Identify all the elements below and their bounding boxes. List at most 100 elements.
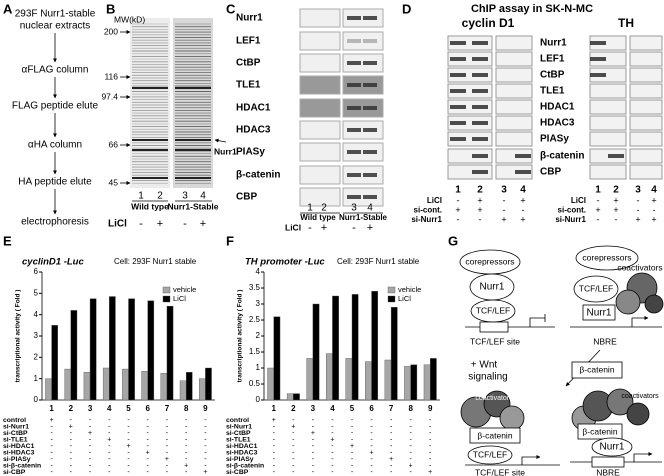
sign: -	[166, 430, 169, 437]
sign: +	[157, 218, 163, 230]
sign: +	[126, 443, 130, 450]
sign: -	[108, 469, 111, 476]
blot-band	[347, 106, 361, 110]
blot-band	[472, 137, 488, 141]
sign: -	[273, 443, 276, 450]
label: corepressors	[465, 256, 514, 266]
sign: -	[147, 423, 150, 430]
protein-label: TLE1	[236, 80, 261, 91]
bar	[423, 364, 431, 401]
sign: +	[165, 456, 169, 463]
beta-catenin-shape	[469, 427, 521, 444]
sign: -	[185, 456, 188, 463]
step-text: FLAG peptide elute	[12, 101, 99, 112]
sign: +	[311, 430, 315, 437]
sign: +	[389, 456, 393, 463]
condition-label: si-Nurr1	[411, 215, 442, 224]
gel	[173, 18, 213, 188]
blot	[299, 120, 341, 140]
y-axis-label: transcriptional activity ( Fold )	[237, 290, 244, 383]
protein-label: CtBP	[540, 70, 565, 81]
x-tick-label: 6	[369, 404, 374, 413]
blot	[299, 142, 341, 162]
sign: -	[390, 436, 393, 443]
sign: -	[292, 417, 295, 424]
lane-label: 4	[200, 191, 206, 202]
bar	[147, 300, 155, 401]
sign: -	[351, 462, 354, 469]
label: TCF/LEF site	[470, 336, 520, 346]
block-title: cyclin D1	[462, 16, 515, 30]
blot	[629, 51, 663, 67]
sign: +	[69, 423, 73, 430]
sign: -	[331, 456, 334, 463]
blot	[629, 67, 663, 83]
sign: -	[409, 449, 412, 456]
sign: -	[312, 443, 315, 450]
site-box	[591, 456, 625, 468]
bar	[267, 367, 274, 401]
blot-band	[450, 105, 466, 109]
x-tick-label: 5	[350, 404, 355, 413]
transcription-arrow	[521, 455, 541, 465]
bar	[410, 364, 418, 401]
blot-band	[472, 89, 488, 93]
protein-label: HDAC3	[236, 125, 271, 136]
sign: -	[653, 205, 656, 215]
sign: -	[429, 456, 432, 463]
sign: -	[50, 456, 53, 463]
sign: -	[292, 469, 295, 476]
nurr1-shape	[591, 437, 633, 457]
y-tick-label: 3	[256, 299, 261, 308]
blot	[447, 164, 493, 180]
legend-label: LiCl	[173, 294, 186, 303]
x-tick-label: 9	[203, 404, 208, 413]
step-text: HA peptide elute	[18, 177, 92, 188]
source-text: 293F Nurr1-stable	[15, 9, 96, 20]
sign: -	[409, 469, 412, 476]
bar	[64, 368, 72, 401]
condition-label: si-TLE1	[3, 436, 28, 443]
sign: +	[370, 449, 374, 456]
sign: -	[312, 449, 315, 456]
sign: -	[390, 423, 393, 430]
bar	[345, 358, 353, 401]
sign: -	[70, 469, 73, 476]
bar	[351, 294, 359, 401]
blot-band	[450, 121, 466, 125]
bar	[371, 291, 379, 401]
blot-band	[515, 154, 531, 158]
blot	[447, 115, 493, 131]
sign: +	[651, 195, 656, 205]
sign: -	[50, 462, 53, 469]
y-tick-label: 2	[256, 331, 261, 340]
sign: -	[50, 449, 53, 456]
sign: -	[273, 462, 276, 469]
bar	[166, 305, 174, 401]
tcf-shape	[573, 275, 619, 303]
blot-band	[347, 173, 361, 177]
bar	[365, 361, 372, 401]
blot-band	[472, 73, 488, 77]
sign: +	[595, 205, 600, 215]
label: coactivators	[475, 395, 513, 402]
protein-label: β-catenin	[236, 170, 280, 181]
lane-label: 2	[321, 203, 327, 214]
bar	[70, 310, 78, 401]
sign: -	[522, 205, 525, 215]
sign: -	[273, 449, 276, 456]
label: Nurr1	[479, 282, 504, 293]
y-axis-label: transcriptional activity ( Fold )	[15, 290, 22, 383]
sign: +	[330, 436, 334, 443]
sign: -	[409, 417, 412, 424]
sign: -	[457, 195, 460, 205]
label: TCF/LEF	[473, 449, 507, 459]
sign: -	[185, 430, 188, 437]
mw-marker: 45	[109, 177, 119, 187]
bar	[141, 371, 148, 401]
sign: -	[409, 423, 412, 430]
sign: -	[351, 423, 354, 430]
blot	[629, 115, 663, 131]
sign: -	[147, 417, 150, 424]
sign: -	[127, 430, 130, 437]
